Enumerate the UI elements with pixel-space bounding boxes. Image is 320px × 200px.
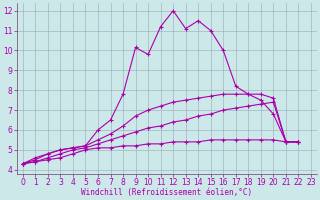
X-axis label: Windchill (Refroidissement éolien,°C): Windchill (Refroidissement éolien,°C) [81, 188, 252, 197]
